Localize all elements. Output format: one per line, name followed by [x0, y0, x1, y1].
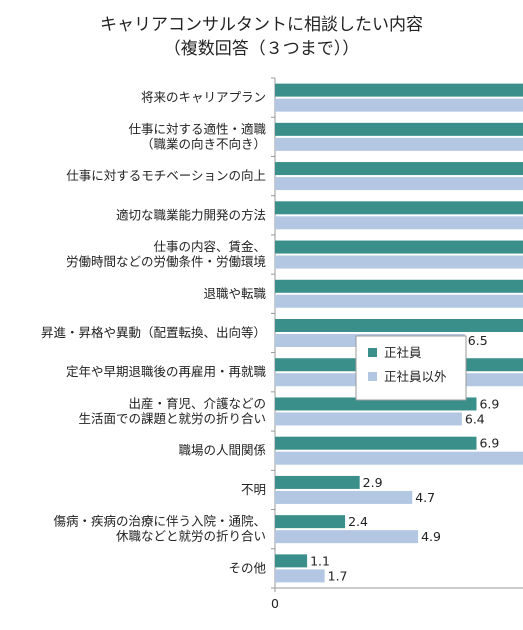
legend-label: 正社員以外 — [384, 369, 447, 384]
category-label: その他 — [228, 560, 266, 575]
bar-regular — [275, 83, 523, 97]
bar-regular — [275, 475, 360, 489]
bar-non-regular — [275, 490, 413, 504]
bar-regular — [275, 162, 523, 176]
bar-non-regular — [275, 451, 523, 465]
bar-non-regular — [275, 569, 325, 583]
bar-non-regular — [275, 98, 523, 112]
bar-regular — [275, 436, 477, 450]
category-label: 仕事の内容、賃金、 — [153, 239, 266, 254]
bar-non-regular — [275, 412, 462, 426]
data-label: 1.1 — [310, 553, 330, 568]
category-label: 将来のキャリアプラン — [141, 90, 266, 105]
category-label: 仕事に対する適性・適職 — [128, 121, 266, 136]
category-label: 適切な職業能力開発の方法 — [116, 207, 266, 222]
bar-regular — [275, 554, 308, 568]
category-label: 定年や早期退職後の再雇用・再就職 — [66, 364, 267, 379]
legend-box — [355, 335, 467, 401]
legend-swatch — [368, 372, 377, 381]
category-label: 出産・育児、介護などの — [128, 396, 266, 411]
chart-title: キャリアコンサルタントに相談したい内容 — [100, 15, 423, 35]
data-label: 4.7 — [415, 490, 435, 505]
bar-non-regular — [275, 294, 523, 308]
bar-non-regular — [275, 530, 419, 544]
category-label: 生活面での課題と就労の折り合い — [78, 411, 266, 426]
bar-regular — [275, 319, 523, 332]
bar-non-regular — [275, 137, 523, 151]
category-label: （職業の向き不向き） — [141, 136, 266, 151]
category-label: 退職や転職 — [203, 286, 266, 301]
category-label: 職場の人間関係 — [178, 443, 266, 458]
data-label: 4.9 — [421, 529, 441, 544]
data-label: 6.5 — [468, 333, 488, 348]
bar-regular — [275, 397, 477, 411]
category-label: 不明 — [241, 482, 266, 497]
data-label: 6.9 — [479, 396, 499, 411]
data-label: 2.4 — [348, 514, 368, 529]
data-label: 6.9 — [479, 436, 499, 451]
category-label: 休職などと就労の折り合い — [116, 529, 266, 544]
chart-subtitle: （複数回答（３つまで）） — [163, 39, 360, 59]
data-label: 1.7 — [328, 568, 348, 583]
legend-label: 正社員 — [384, 345, 422, 360]
x-tick-label: 0 — [271, 596, 279, 611]
bar-regular — [275, 279, 523, 293]
bar-non-regular — [275, 177, 523, 191]
legend-swatch — [368, 348, 377, 357]
bar-regular — [275, 201, 523, 215]
bar-regular — [275, 240, 523, 254]
bar-regular — [275, 515, 346, 529]
category-label: 傷病・疾病の治療に伴う入院・通院、 — [53, 514, 266, 529]
bar-non-regular — [275, 216, 523, 230]
category-label: 労働時間などの労働条件・労働環境 — [66, 254, 266, 269]
bar-non-regular — [275, 255, 523, 269]
category-label: 仕事に対するモチベーションの向上 — [66, 168, 266, 183]
data-label: 6.4 — [465, 411, 485, 426]
category-label: 昇進・昇格や異動（配置転換、出向等） — [41, 325, 266, 340]
data-label: 2.9 — [363, 475, 383, 490]
bar-regular — [275, 122, 523, 136]
